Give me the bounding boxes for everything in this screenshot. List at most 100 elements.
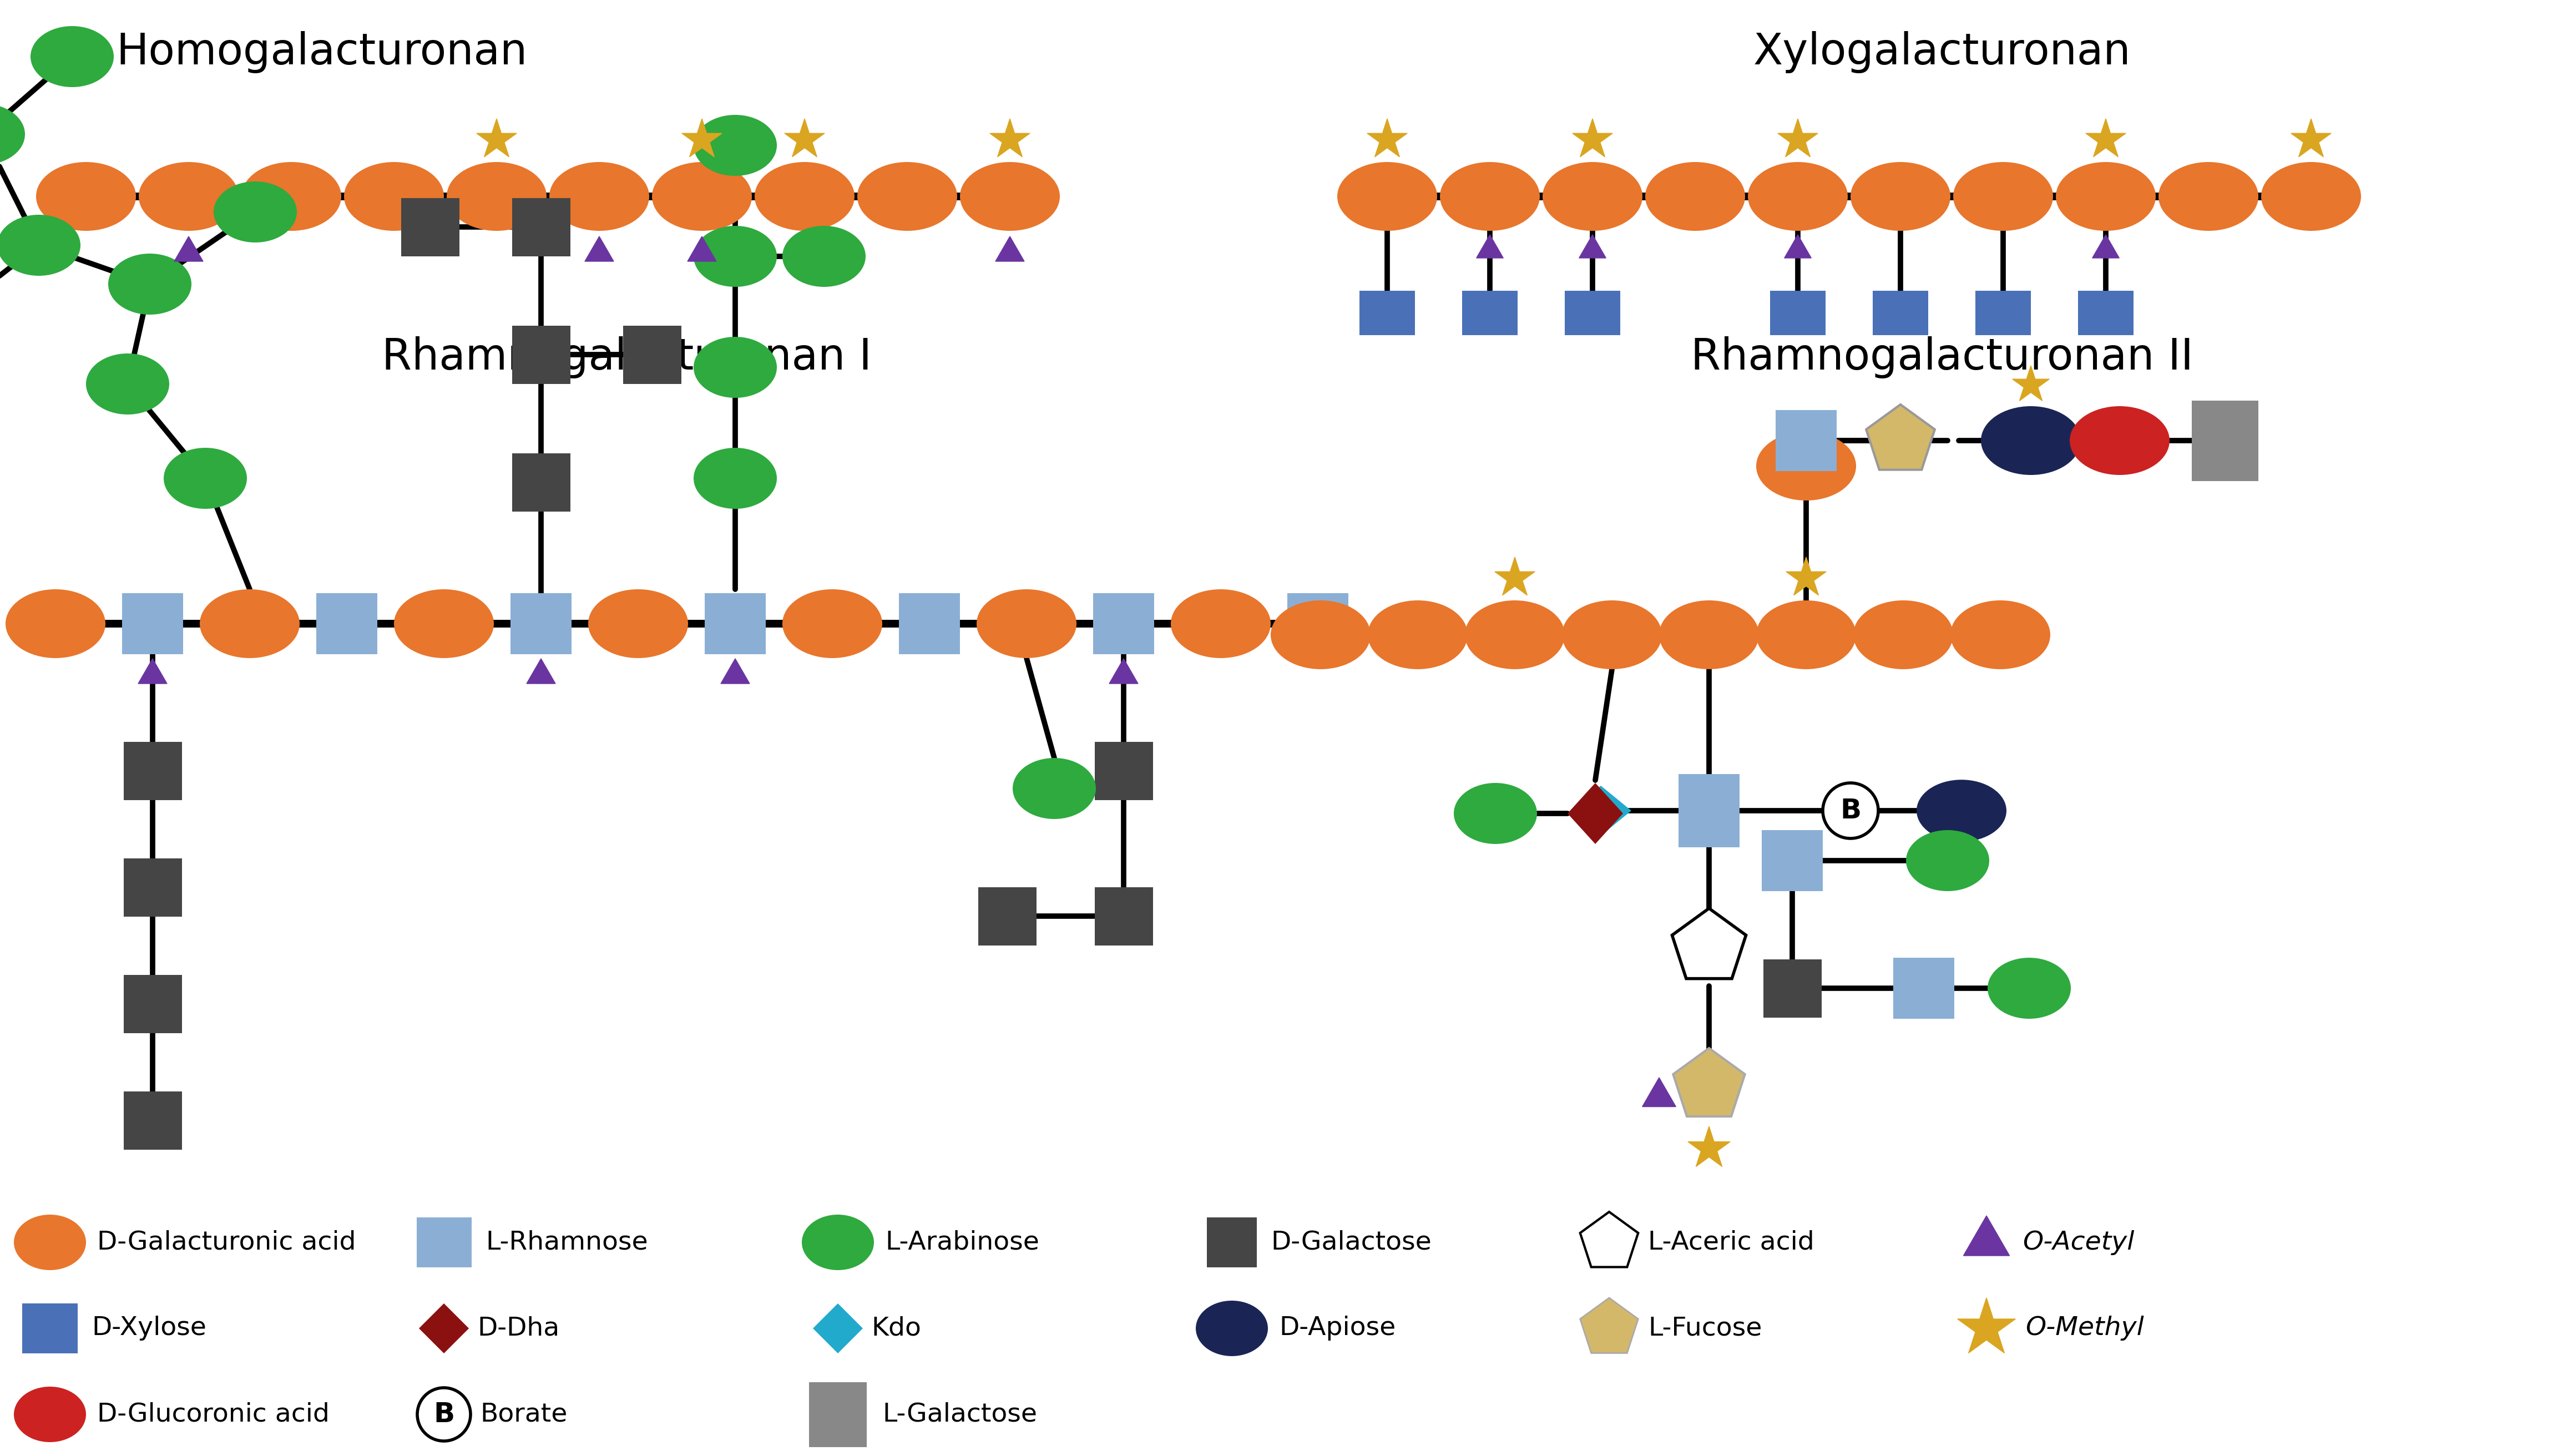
Ellipse shape (1172, 590, 1271, 658)
Ellipse shape (0, 103, 26, 165)
Bar (123, 974, 182, 1032)
Text: Rhamnogalacturonan I: Rhamnogalacturonan I (381, 336, 872, 379)
Polygon shape (813, 1303, 862, 1353)
Ellipse shape (783, 590, 883, 658)
Bar (402, 198, 460, 256)
Bar (977, 887, 1036, 945)
Text: L-Arabinose: L-Arabinose (885, 1230, 1039, 1255)
Polygon shape (1785, 234, 1811, 258)
Polygon shape (2085, 119, 2126, 157)
Ellipse shape (1466, 600, 1565, 670)
Bar (1095, 887, 1154, 945)
Ellipse shape (801, 1214, 875, 1270)
Ellipse shape (1988, 958, 2072, 1019)
Text: O-Acetyl: O-Acetyl (2023, 1230, 2133, 1255)
Text: L-Aceric acid: L-Aceric acid (1647, 1230, 1814, 1255)
Circle shape (1824, 783, 1878, 839)
Ellipse shape (977, 590, 1077, 658)
Text: Borate: Borate (481, 1402, 568, 1427)
Ellipse shape (1338, 162, 1438, 232)
Polygon shape (527, 658, 555, 684)
Polygon shape (1366, 119, 1407, 157)
Bar (703, 593, 765, 654)
Ellipse shape (343, 162, 445, 232)
Ellipse shape (215, 182, 297, 243)
Bar (622, 326, 680, 384)
Ellipse shape (1369, 600, 1468, 670)
Ellipse shape (652, 162, 752, 232)
Polygon shape (174, 236, 202, 261)
Text: Homogalacturonan: Homogalacturonan (115, 31, 527, 73)
Ellipse shape (164, 448, 248, 508)
Polygon shape (1965, 1216, 2011, 1255)
Polygon shape (1571, 786, 1632, 836)
Ellipse shape (755, 162, 854, 232)
Bar (123, 741, 182, 799)
Ellipse shape (693, 448, 778, 508)
Bar (512, 593, 570, 654)
Ellipse shape (693, 115, 778, 176)
Bar (1463, 291, 1517, 335)
Ellipse shape (588, 590, 688, 658)
Text: O-Methyl: O-Methyl (2026, 1316, 2144, 1341)
Polygon shape (1778, 119, 1819, 157)
Ellipse shape (693, 336, 778, 397)
Ellipse shape (857, 162, 957, 232)
Text: D-Apiose: D-Apiose (1279, 1316, 1397, 1341)
Bar (1207, 1217, 1256, 1267)
Bar (2192, 400, 2259, 480)
Ellipse shape (1757, 431, 1857, 501)
Text: Kdo: Kdo (872, 1316, 921, 1341)
Ellipse shape (959, 162, 1059, 232)
Polygon shape (1476, 234, 1504, 258)
Ellipse shape (783, 226, 865, 287)
Bar (123, 858, 182, 916)
Polygon shape (586, 236, 614, 261)
Ellipse shape (240, 162, 340, 232)
Text: D-Galacturonic acid: D-Galacturonic acid (97, 1230, 356, 1255)
Ellipse shape (1440, 162, 1540, 232)
Polygon shape (1581, 1211, 1637, 1267)
Circle shape (417, 1388, 471, 1441)
Bar (512, 326, 570, 384)
Ellipse shape (1660, 600, 1760, 670)
Text: Rhamnogalacturonan II: Rhamnogalacturonan II (1691, 336, 2192, 379)
Bar (1762, 830, 1824, 891)
Bar (1287, 593, 1348, 654)
Ellipse shape (1849, 162, 1949, 232)
Bar (23, 1303, 77, 1353)
Ellipse shape (13, 1386, 87, 1441)
Ellipse shape (693, 226, 778, 287)
Ellipse shape (5, 590, 105, 658)
Polygon shape (2013, 365, 2049, 400)
Ellipse shape (1906, 830, 1990, 891)
Ellipse shape (107, 253, 192, 314)
Polygon shape (1785, 558, 1826, 596)
Polygon shape (1957, 1297, 2016, 1353)
Ellipse shape (1954, 162, 2054, 232)
Bar (512, 453, 570, 511)
Ellipse shape (1855, 600, 1954, 670)
Text: Xylogalacturonan: Xylogalacturonan (1752, 31, 2131, 73)
Ellipse shape (1271, 600, 1371, 670)
Polygon shape (1581, 1297, 1637, 1353)
Bar (123, 1091, 182, 1149)
Bar (898, 593, 959, 654)
Ellipse shape (13, 1214, 87, 1270)
Text: L-Rhamnose: L-Rhamnose (486, 1230, 647, 1255)
Polygon shape (420, 1303, 468, 1353)
Text: D-Glucoronic acid: D-Glucoronic acid (97, 1402, 330, 1427)
Polygon shape (1673, 1048, 1745, 1117)
Polygon shape (1568, 783, 1622, 844)
Ellipse shape (2057, 162, 2156, 232)
Bar (1565, 291, 1619, 335)
Text: B: B (432, 1401, 455, 1428)
Text: D-Xylose: D-Xylose (92, 1316, 207, 1341)
Ellipse shape (1645, 162, 1745, 232)
Ellipse shape (1747, 162, 1847, 232)
Bar (1678, 775, 1739, 847)
Ellipse shape (1563, 600, 1663, 670)
Ellipse shape (448, 162, 547, 232)
Bar (512, 198, 570, 256)
Bar (317, 593, 379, 654)
